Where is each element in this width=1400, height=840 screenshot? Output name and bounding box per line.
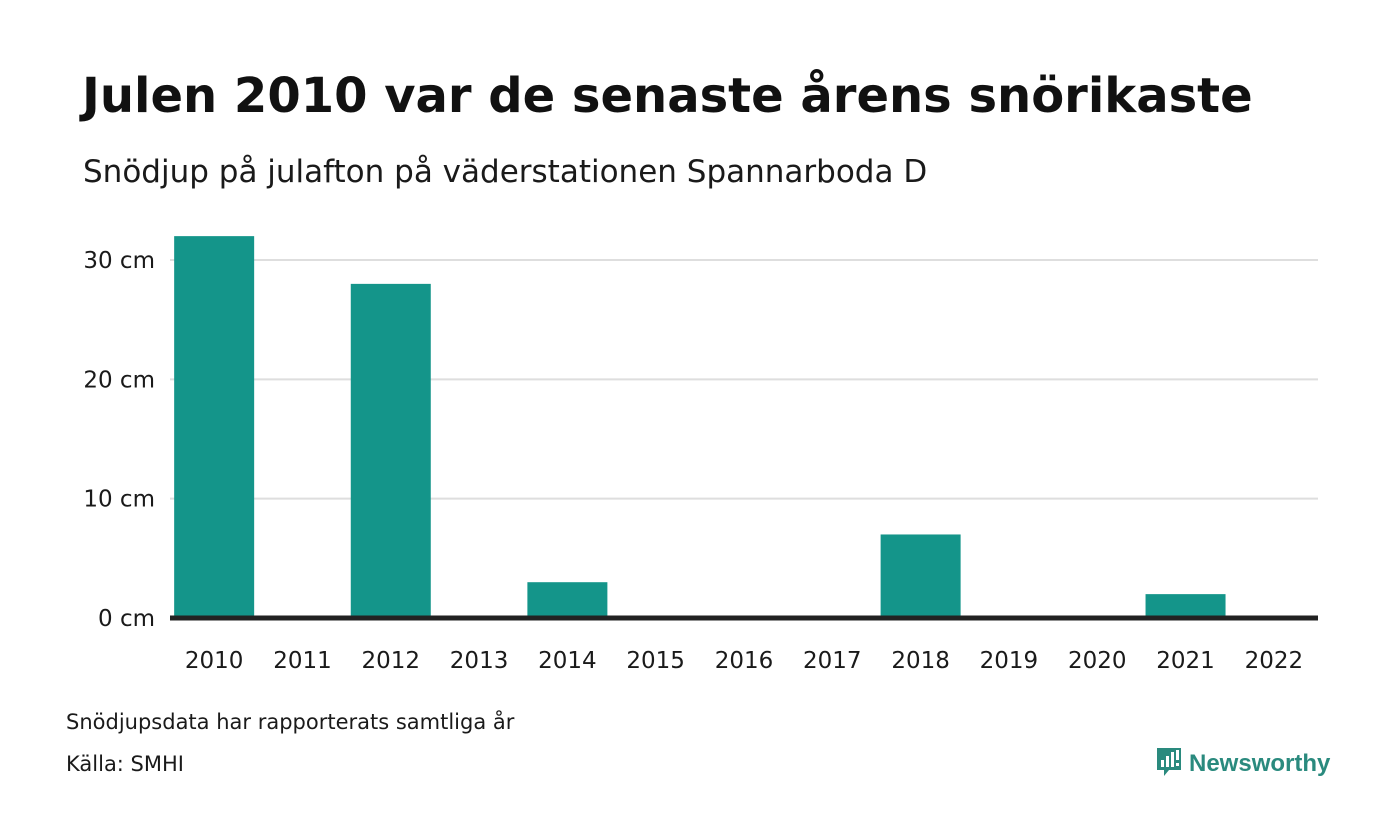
newsworthy-logo-icon xyxy=(1155,746,1183,782)
x-tick-label: 2018 xyxy=(891,648,950,674)
bar-2010 xyxy=(174,236,255,618)
bar-2014 xyxy=(527,582,608,618)
chart-subtitle: Snödjup på julafton på väderstationen Sp… xyxy=(83,154,928,190)
bar-2018 xyxy=(880,534,961,618)
y-tick-label: 30 cm xyxy=(83,248,155,274)
x-tick-label: 2015 xyxy=(626,648,685,674)
y-tick-label: 10 cm xyxy=(83,487,155,513)
y-tick-label: 0 cm xyxy=(98,606,155,632)
x-tick-label: 2019 xyxy=(980,648,1039,674)
bar-chart: 0 cm 10 cm 20 cm 30 cm 2010 2011 2012 2013 2014 2… xyxy=(83,236,1318,674)
bar-2012 xyxy=(350,283,431,618)
y-tick-label: 20 cm xyxy=(83,367,155,393)
newsworthy-logo: Newsworthy xyxy=(1155,746,1330,782)
x-tick-label: 2010 xyxy=(185,648,244,674)
x-tick-label: 2016 xyxy=(715,648,774,674)
x-tick-label: 2012 xyxy=(361,648,420,674)
x-tick-label: 2021 xyxy=(1156,648,1215,674)
x-tick-label: 2013 xyxy=(450,648,509,674)
source-note: Källa: SMHI xyxy=(66,752,184,776)
x-tick-label: 2020 xyxy=(1068,648,1127,674)
x-tick-label: 2017 xyxy=(803,648,862,674)
bar-2021 xyxy=(1145,594,1226,618)
logo-text: Newsworthy xyxy=(1189,750,1331,777)
x-tick-label: 2014 xyxy=(538,648,597,674)
x-tick-label: 2022 xyxy=(1245,648,1304,674)
x-tick-label: 2011 xyxy=(273,648,332,674)
chart-title: Julen 2010 var de senaste årens snörikas… xyxy=(82,68,1253,124)
data-note: Snödjupsdata har rapporterats samtliga å… xyxy=(66,710,515,734)
